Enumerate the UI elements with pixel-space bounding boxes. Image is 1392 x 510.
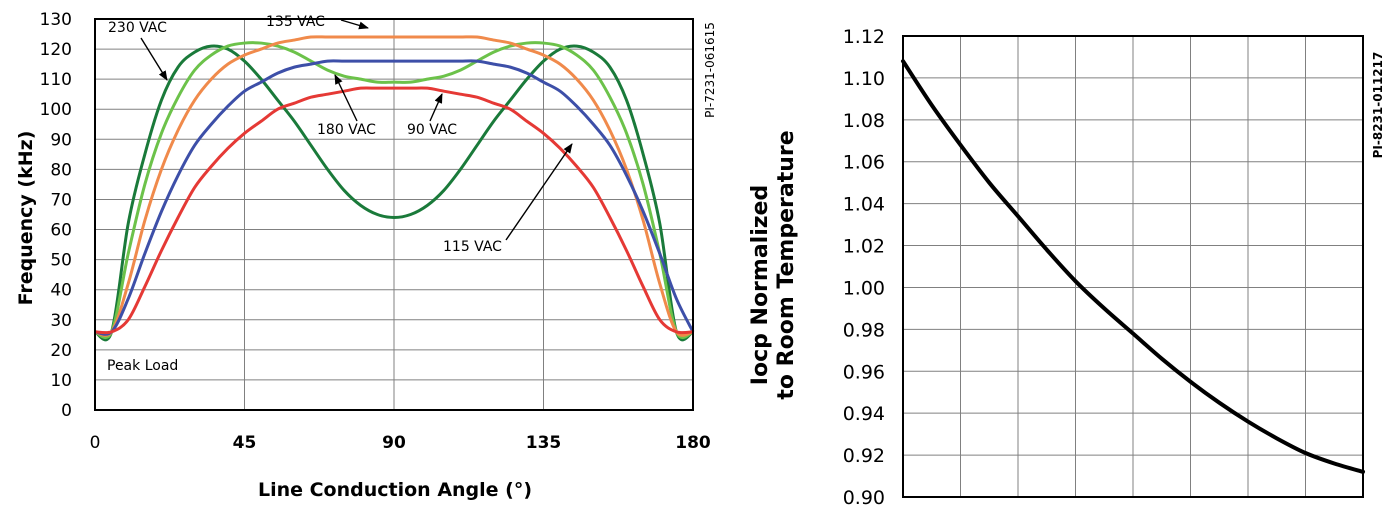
- arrow-135-vac: [340, 19, 369, 30]
- y-tick-label: 0.98: [843, 319, 885, 341]
- y-tick-label: 1.04: [843, 194, 885, 216]
- iocp-chart-ticks: 0.90 0.92 0.94 0.96 0.98 1.00 1.02 1.04 1.06 1.08…: [843, 26, 885, 509]
- y-tick-label: 1.00: [843, 277, 885, 299]
- y-tick-label: 100: [40, 100, 72, 120]
- iocp-chart-figure-code: PI-8231-011217: [1371, 52, 1385, 159]
- iocp-chart-y-axis-title-line2: to Room Temperature: [774, 130, 799, 399]
- y-tick-label: 0.90: [843, 487, 885, 506]
- y-tick-label: 80: [50, 160, 72, 180]
- y-tick-label: 1.06: [843, 152, 885, 174]
- y-tick-label: 60: [50, 221, 72, 241]
- y-tick-label: 110: [40, 70, 72, 90]
- x-tick-label: 0: [90, 433, 101, 453]
- arrow-115-vac: [505, 143, 573, 241]
- y-tick-label: 30: [50, 311, 72, 331]
- series-line-180-vac: [94, 41, 694, 340]
- y-tick-label: 130: [40, 10, 72, 30]
- y-tick-label: 120: [40, 40, 72, 60]
- arrow-180-vac: [334, 74, 358, 122]
- frequency-chart-series: [94, 35, 695, 342]
- arrow-230-vac: [140, 37, 168, 81]
- y-tick-label: 90: [50, 130, 72, 150]
- iocp-curve: [901, 59, 1365, 474]
- series-line-115-vac: [94, 59, 695, 336]
- x-tick-label: 45: [233, 433, 257, 453]
- y-tick-label: 10: [50, 371, 72, 391]
- series-line-230-vac: [94, 44, 694, 342]
- y-tick-label: 20: [50, 341, 72, 361]
- y-tick-label: 0.96: [843, 361, 885, 383]
- arrow-90-vac: [429, 93, 443, 122]
- frequency-chart-ticks: 0 10 20 30 40 50 60 70 80 90 100 110 120 130 0 45 90 135 1…: [40, 10, 711, 453]
- series-line-90-vac: [94, 86, 694, 335]
- frequency-chart-grid: [94, 18, 694, 411]
- y-tick-label: 1.10: [843, 68, 885, 90]
- iocp-chart-frame: [902, 35, 1364, 498]
- y-tick-label: 0: [61, 401, 72, 421]
- label-180-vac: 180 VAC: [317, 122, 376, 138]
- y-tick-label: 70: [50, 190, 72, 210]
- iocp-chart-series: [901, 59, 1365, 474]
- label-230-vac: 230 VAC: [108, 20, 167, 36]
- x-tick-label: 135: [526, 433, 562, 453]
- frequency-chart-y-axis-title: Frequency (kHz): [15, 131, 37, 306]
- y-tick-label: 1.02: [843, 236, 885, 258]
- peak-load-note: Peak Load: [107, 358, 178, 374]
- y-tick-label: 1.08: [843, 110, 885, 132]
- label-90-vac: 90 VAC: [407, 122, 457, 138]
- frequency-chart: 0 10 20 30 40 50 60 70 80 90 100 110 120 130 0 45 90 135 1…: [15, 10, 717, 501]
- y-tick-label: 50: [50, 251, 72, 271]
- iocp-chart: 0.90 0.92 0.94 0.96 0.98 1.00 1.02 1.04 1.06 1.08…: [748, 26, 1385, 509]
- frequency-chart-x-axis-title: Line Conduction Angle (°): [258, 479, 532, 501]
- y-tick-label: 40: [50, 281, 72, 301]
- x-tick-label: 90: [382, 433, 406, 453]
- frequency-chart-figure-code: PI-7231-061615: [703, 22, 717, 118]
- x-tick-label: 180: [675, 433, 711, 453]
- label-115-vac: 115 VAC: [443, 239, 502, 255]
- label-135-vac: 135 VAC: [266, 14, 325, 30]
- y-tick-label: 0.94: [843, 403, 885, 425]
- series-line-135-vac: [94, 35, 694, 337]
- y-tick-label: 0.92: [843, 445, 885, 467]
- iocp-chart-y-axis-title-line1: Iocp Normalized: [748, 185, 773, 385]
- frequency-chart-frame: [94, 18, 694, 411]
- iocp-chart-grid: [903, 35, 1363, 498]
- y-tick-label: 1.12: [843, 26, 885, 48]
